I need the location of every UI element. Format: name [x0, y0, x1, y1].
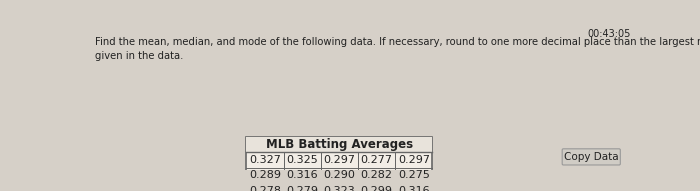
Text: 0.325: 0.325: [286, 155, 318, 165]
Text: 0.289: 0.289: [249, 170, 281, 180]
Text: 0.316: 0.316: [398, 186, 430, 191]
FancyBboxPatch shape: [562, 149, 620, 165]
Text: 00:43:05: 00:43:05: [587, 29, 631, 39]
Text: 0.279: 0.279: [286, 186, 318, 191]
Bar: [246, 137, 433, 191]
Text: 0.323: 0.323: [323, 186, 355, 191]
Text: 0.299: 0.299: [360, 186, 393, 191]
Text: Find the mean, median, and mode of the following data. If necessary, round to on: Find the mean, median, and mode of the f…: [95, 37, 700, 61]
Text: Copy Data: Copy Data: [564, 152, 619, 162]
Text: 0.278: 0.278: [249, 186, 281, 191]
Text: 0.297: 0.297: [398, 155, 430, 165]
Text: 0.316: 0.316: [286, 170, 318, 180]
Text: 0.290: 0.290: [323, 170, 356, 180]
Bar: [246, 137, 433, 152]
Text: 0.277: 0.277: [360, 155, 393, 165]
Text: 0.275: 0.275: [398, 170, 430, 180]
Text: MLB Batting Averages: MLB Batting Averages: [266, 138, 413, 151]
Text: 0.297: 0.297: [323, 155, 356, 165]
Text: 0.327: 0.327: [249, 155, 281, 165]
Text: 0.282: 0.282: [360, 170, 393, 180]
